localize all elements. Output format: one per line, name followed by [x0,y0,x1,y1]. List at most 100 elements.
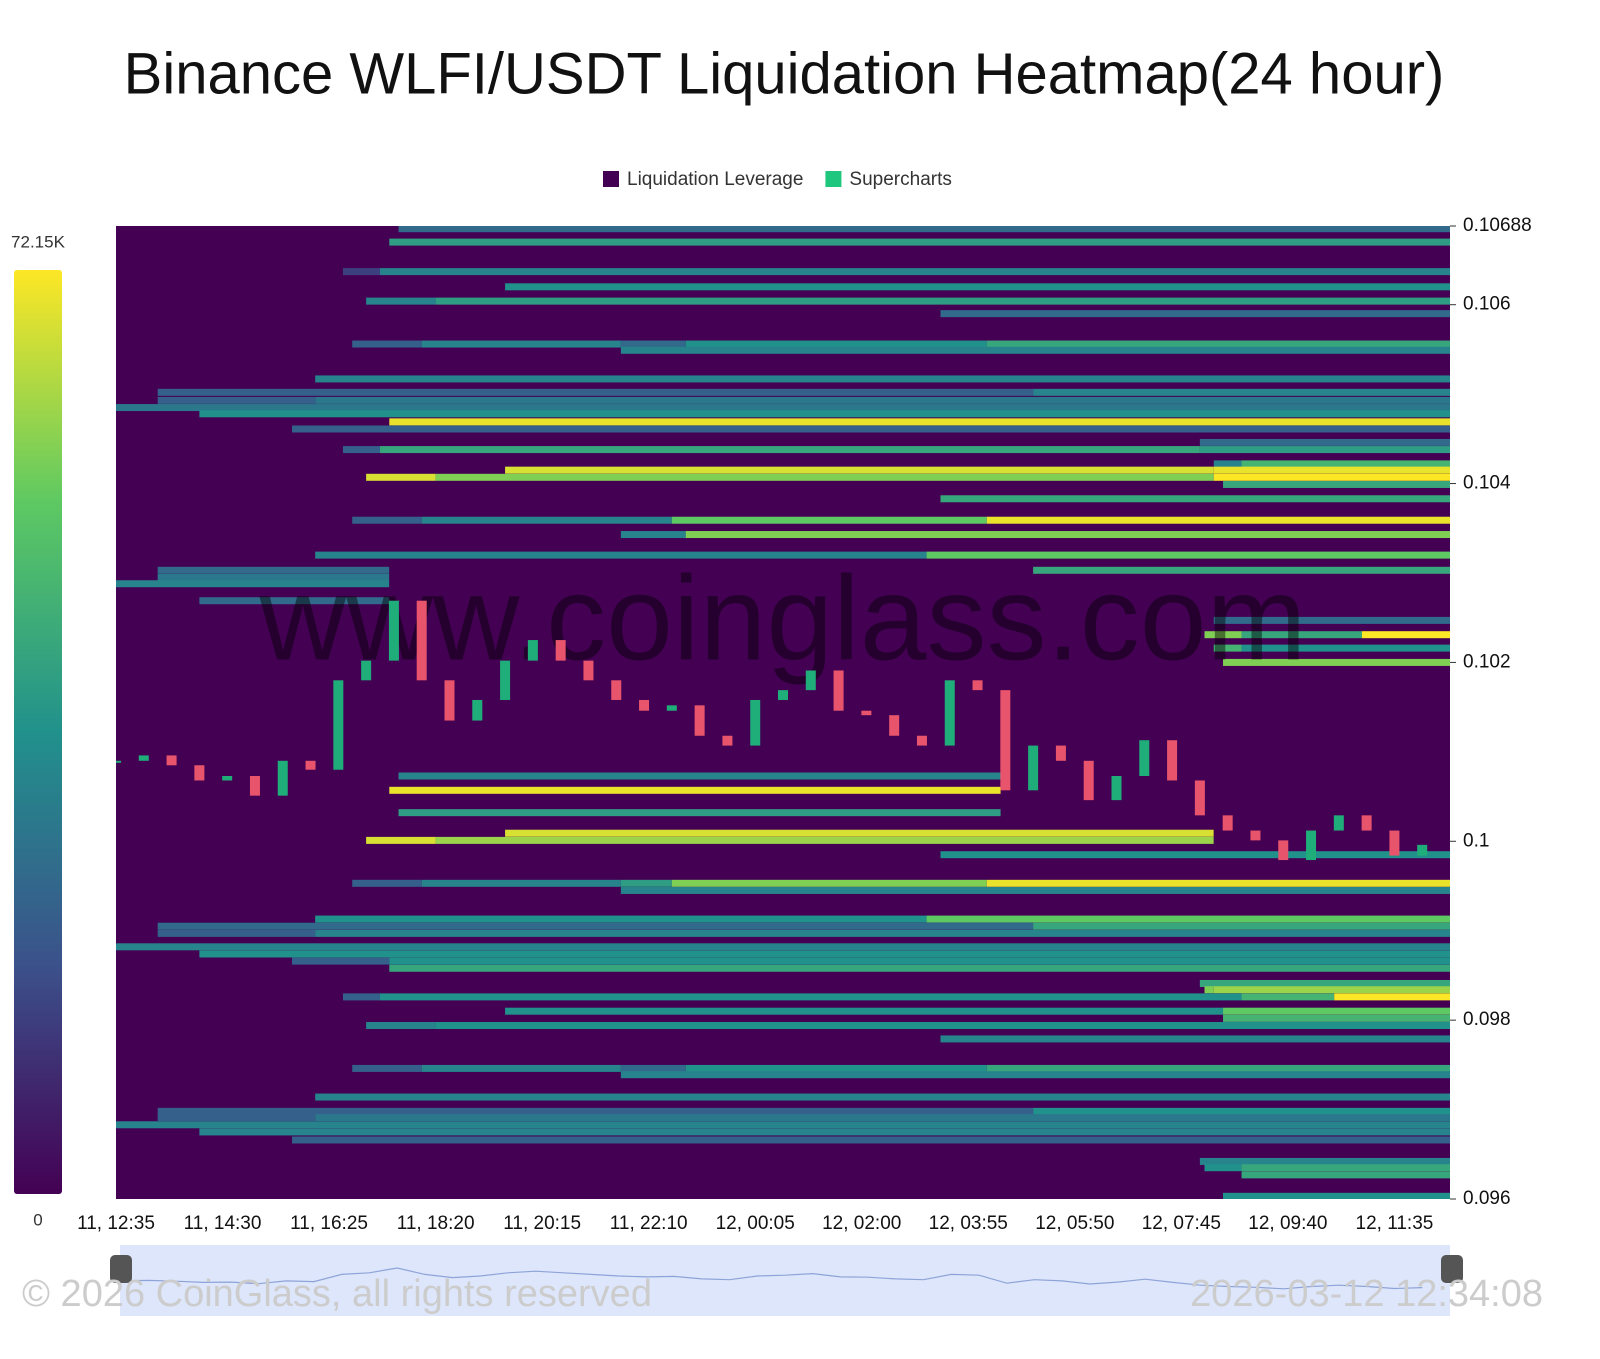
candle-body [1139,740,1150,776]
heat-band [389,786,1001,794]
heat-band [315,375,1450,383]
navigator-handle[interactable] [1441,1255,1463,1283]
candle-body [972,680,983,691]
heat-band [1000,786,1450,794]
heat-band [1199,438,1450,446]
heat-band [986,1064,1450,1072]
heat-band [315,396,1450,404]
heat-band [940,495,1450,503]
heat-band [398,226,1450,233]
heat-band [1241,644,1450,652]
navigator-series [119,1267,1423,1290]
heat-band [157,388,1034,396]
heat-band [389,238,1450,246]
candle-body [1278,840,1289,861]
heat-band [157,573,390,581]
heat-band [199,597,390,605]
heat-band [366,836,436,844]
candle-body [1055,745,1066,761]
candle-body [305,760,316,770]
candle-body [1361,815,1372,831]
heat-band [620,340,686,348]
colorbar [14,270,62,1194]
heat-band [342,446,381,454]
candle-body [472,699,483,721]
heat-band [1033,922,1450,930]
heat-band [1223,658,1450,666]
heat-band [926,551,1450,559]
heat-band [421,340,621,348]
candle-body [889,715,900,736]
candle-body [361,660,372,681]
y-tick-label: 0.1 [1463,830,1489,851]
x-tick-label: 12, 09:40 [1248,1213,1327,1234]
heat-band [116,580,390,588]
timestamp: 2026-03-12 12:34:08 [1190,1273,1543,1315]
candle-body [583,660,594,681]
heat-band [315,1114,1450,1122]
heat-band [1199,1157,1450,1165]
heat-band [620,346,1450,354]
navigator-handle[interactable] [110,1255,132,1283]
heat-band [505,466,1214,474]
heat-band [157,1114,316,1122]
heat-band [315,551,927,559]
heat-band [1361,631,1450,639]
heat-band [398,772,1001,780]
candle-body [750,699,761,746]
candle-body [1000,690,1011,791]
x-tick-label: 12, 03:55 [929,1213,1008,1234]
x-tick-label: 12, 00:05 [716,1213,795,1234]
candle-body [527,640,538,661]
heat-band [1334,993,1450,1001]
candle-body [416,600,427,681]
plot-background [116,226,1450,1199]
x-tick-label: 11, 12:35 [77,1213,155,1234]
candle-body [861,710,872,716]
heat-band [1213,616,1450,624]
watermark: www.coinglass.com [258,552,1306,686]
heat-band [505,283,1450,291]
x-tick-label: 11, 14:30 [184,1213,262,1234]
heat-band [986,340,1450,348]
x-tick-label: 12, 02:00 [822,1213,901,1234]
y-tick-label: 0.10688 [1463,215,1532,236]
heat-band [505,1007,1224,1015]
x-tick-label: 11, 22:10 [610,1213,688,1234]
candle-body [249,775,260,796]
heat-band [389,597,1450,605]
candle-body [639,699,650,711]
heat-band [292,1136,1450,1144]
x-tick-label: 11, 18:20 [397,1213,475,1234]
legend-swatch [825,171,842,187]
heat-band [1223,1007,1450,1015]
heat-band [1241,1171,1450,1179]
candle-body [1028,745,1039,791]
heat-band [1033,566,1450,574]
heat-band [342,268,381,276]
candle-body [1083,760,1094,801]
y-tick-label: 0.096 [1463,1188,1511,1209]
candle-body [116,760,121,763]
heat-band [366,1022,436,1030]
candle-body [166,755,177,766]
heat-band [1213,836,1450,844]
heat-band [199,950,1450,958]
heat-band [1213,460,1242,468]
candle-body [611,680,622,700]
heat-band [366,297,436,305]
heat-band [380,446,1200,454]
heat-band [352,1064,422,1072]
heat-band [940,1035,1450,1043]
x-tick-label: 12, 07:45 [1142,1213,1221,1234]
heat-band [157,566,390,574]
heat-band [435,473,1214,481]
heat-band [685,1064,987,1072]
chart-title: Binance WLFI/USDT Liquidation Heatmap(24… [124,41,1445,106]
heat-band [620,1064,686,1072]
heat-band [1241,631,1362,639]
heat-band [1000,809,1450,817]
heat-band [1241,460,1450,468]
candle-body [1167,740,1178,781]
